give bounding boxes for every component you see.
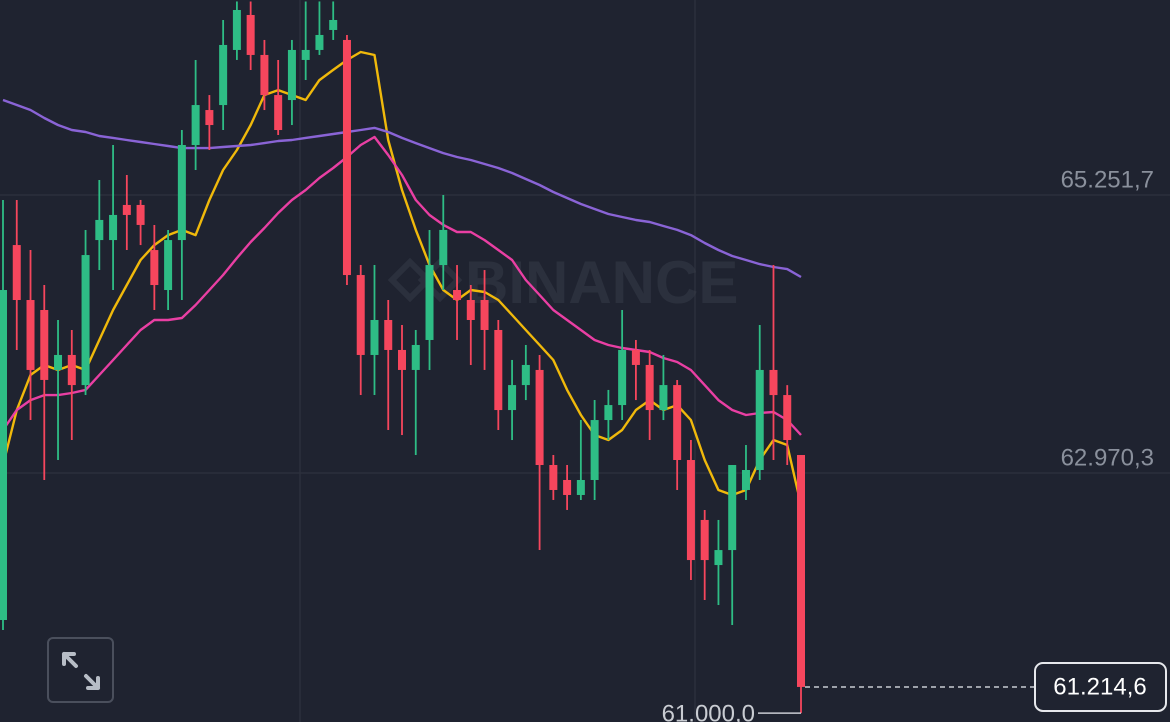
candle-body [686,460,695,561]
candle-body [301,49,310,60]
candle-body [370,319,379,355]
candle-body [95,219,104,241]
candle-body [783,395,792,441]
candle-body [576,479,585,495]
candle-body [645,364,654,411]
time-grid [299,0,696,722]
candle-body [384,319,393,350]
candle-body [329,19,338,30]
expand-button-frame[interactable] [47,637,114,703]
candle-body [535,369,544,466]
candle-body [164,240,173,291]
candle-body [398,349,406,370]
expand-icon[interactable] [62,652,100,690]
candle-body [755,369,764,471]
moving-averages [1,50,803,506]
candle-body [191,105,200,146]
moving-average-line [2,98,802,279]
candle-body [549,465,558,490]
y-tick-label: 62.970,3 [1061,444,1154,471]
price-markers: 61.000,0 61.214,6 [662,661,1167,722]
candle-body [246,14,255,55]
candle-body [411,344,420,370]
candle-body [67,354,76,386]
moving-average-line [2,135,802,436]
candle-body [508,385,517,411]
candle-body [453,290,462,301]
candle-body [260,54,269,96]
candle-body [439,229,448,266]
candle-body [315,34,324,50]
candle-body [109,214,118,241]
candle-body [728,465,737,551]
moving-average-line [1,50,803,506]
candle-body [425,265,434,340]
price-grid [0,194,1170,474]
candle-body [150,250,159,286]
candle-body [40,310,49,380]
candle-body [714,550,723,566]
candle-body [466,300,475,320]
price-axis: 65.251,7 62.970,3 [1061,166,1154,471]
candle-body [797,455,805,687]
candle-body [673,385,682,461]
y-tick-label: 65.251,7 [1061,166,1154,193]
candle-body [342,39,351,276]
candle-body [563,479,572,495]
last-price-box [1034,661,1167,712]
candle-body [356,275,365,355]
watermark-text: BINANCE [465,249,738,316]
candle-body [618,349,627,406]
candles [0,1,805,714]
candle-body [274,95,283,131]
expand-button[interactable] [47,637,114,703]
candle-body [0,290,7,621]
candle-body [631,349,640,365]
candle-body [287,49,296,101]
low-marker-label: 61.000,0 [662,700,755,722]
candle-body [232,9,241,50]
candle-body [769,369,778,396]
candle-body [12,245,21,301]
candle-body [122,204,131,215]
candle-body [659,385,668,411]
candle-body [136,204,145,225]
candle-body [81,255,90,386]
candle-body [604,405,613,421]
candle-body [177,145,186,241]
candle-body [590,420,599,480]
candle-body [205,110,214,126]
candle-body [741,470,750,490]
candle-body [521,364,530,386]
candle-body [54,354,63,370]
candle-body [219,44,228,106]
candle-body [700,519,709,561]
candle-body [26,300,35,370]
candle-body [480,300,489,330]
last-price-label: 61.214,6 [1053,673,1146,700]
candle-body [494,329,503,411]
